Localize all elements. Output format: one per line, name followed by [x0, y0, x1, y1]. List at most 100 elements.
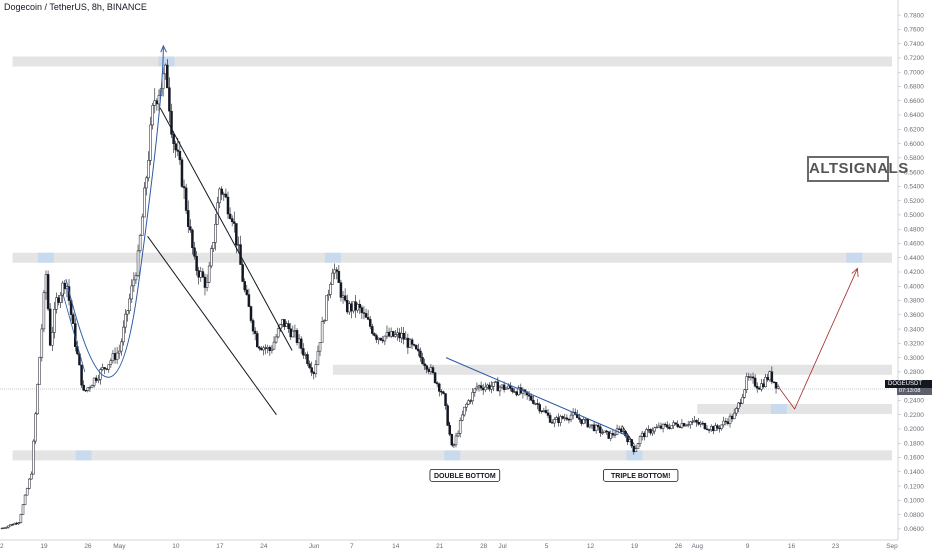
candle-body	[228, 213, 232, 219]
candle-body	[555, 417, 558, 420]
candle-body	[609, 433, 613, 439]
candle-body	[285, 323, 288, 327]
candle-body	[768, 371, 772, 381]
candle-body	[691, 421, 694, 423]
candle-body	[586, 418, 590, 428]
candle-body	[274, 336, 278, 343]
candle-body	[588, 424, 592, 428]
time-tick-label: 12	[0, 543, 4, 550]
candle-body	[668, 427, 671, 429]
candle-body	[605, 430, 608, 433]
candle-body	[88, 387, 92, 389]
candle-body	[764, 377, 767, 388]
candle-body	[38, 357, 41, 385]
price-tick-label: 0.7800	[904, 12, 924, 19]
zone-0	[12, 56, 893, 67]
chart-drawings	[62, 44, 859, 447]
candle-body	[559, 416, 562, 423]
candle-body	[84, 389, 87, 392]
candle-body	[212, 242, 215, 249]
candle-body	[312, 372, 316, 375]
price-tick-label: 0.5200	[904, 198, 924, 205]
candle-body	[444, 393, 447, 406]
candle-body	[258, 346, 261, 349]
candle-body	[166, 64, 169, 89]
candle-body	[722, 420, 725, 426]
candle-body	[291, 330, 295, 338]
candle-body	[657, 425, 661, 428]
candle-body	[709, 426, 713, 431]
candle-body	[400, 333, 403, 339]
candle-body	[394, 334, 397, 337]
candle-body	[297, 338, 301, 343]
candle-body	[582, 419, 585, 424]
price-tick-label: 0.6800	[904, 84, 924, 91]
candle-body	[661, 423, 665, 429]
candle-body	[249, 306, 253, 321]
price-tick-label: 0.0600	[904, 526, 924, 533]
candle-body	[195, 256, 198, 271]
last-price-tag: DOGEUSDT 0.25596	[885, 380, 932, 395]
candle-body	[126, 310, 129, 315]
candle-body	[327, 294, 330, 297]
candle-body	[730, 415, 734, 420]
candle-body	[71, 314, 75, 324]
candle-body	[222, 193, 226, 196]
candle-body	[99, 369, 102, 380]
time-tick-label: 9	[746, 543, 750, 550]
candle-body	[314, 364, 318, 375]
price-axis[interactable]: 0.7800 0.7600 0.7400 0.7200 0.7000 0.6800 0.66…	[897, 0, 924, 540]
candle-body	[325, 295, 328, 321]
price-tag-symbol: DOGEUSDT	[888, 381, 922, 387]
candle-body	[720, 424, 723, 429]
candle-body	[40, 328, 44, 358]
candle-body	[599, 426, 602, 433]
chart-title: Dogecoin / TetherUS, 8h, BINANCE	[4, 2, 147, 12]
time-tick-label: 21	[436, 543, 444, 550]
candle-body	[626, 435, 629, 443]
candle-body	[567, 419, 571, 421]
candle-body	[337, 271, 341, 283]
candle-body	[310, 367, 313, 373]
candle-body	[53, 309, 56, 333]
altsignals-watermark: ALTSIGNALS	[807, 156, 908, 182]
annotation-box-1	[603, 468, 679, 482]
time-tick-label: Aug	[691, 543, 703, 550]
candle-body	[120, 341, 123, 352]
candle-body	[406, 337, 410, 348]
candle-body	[611, 433, 615, 436]
price-tick-label: 0.4400	[904, 255, 924, 262]
price-tick-label: 0.5600	[904, 169, 924, 176]
candle-body	[590, 424, 594, 426]
candle-body	[385, 331, 389, 337]
candle-body	[295, 330, 299, 343]
candle-body	[603, 430, 606, 433]
candle-body	[666, 424, 669, 428]
time-tick-label: 10	[172, 543, 180, 550]
candle-body	[699, 422, 702, 425]
candle-body	[186, 210, 190, 227]
zone-highlight-6	[770, 403, 787, 414]
price-tick-label: 0.1600	[904, 455, 924, 462]
annotation-box-0	[429, 468, 501, 482]
candle-body	[289, 328, 292, 338]
candle-body	[557, 417, 560, 423]
candle-body	[636, 443, 640, 449]
candle-body	[544, 410, 548, 414]
candle-body	[199, 271, 203, 278]
candle-body	[550, 422, 554, 424]
candle-body	[486, 384, 489, 388]
time-axis[interactable]: 12 19 26 May 10 17 24 Jun 7 14 21 28 Jul 5 12 19 26 Aug 9 1…	[0, 539, 898, 550]
annotations: DOUBLE BOTTOM TRIPLE BOTTOM!	[429, 468, 679, 482]
candle-body	[584, 418, 587, 421]
price-tick-label: 0.5000	[904, 212, 924, 219]
candle-body	[776, 386, 780, 389]
candle-body	[534, 403, 537, 405]
candle-body	[230, 218, 234, 222]
candle-body	[7, 525, 10, 528]
candle-body	[36, 384, 39, 415]
candle-body	[124, 313, 127, 328]
price-tick-label: 0.5400	[904, 184, 924, 191]
candle-body	[101, 367, 104, 370]
